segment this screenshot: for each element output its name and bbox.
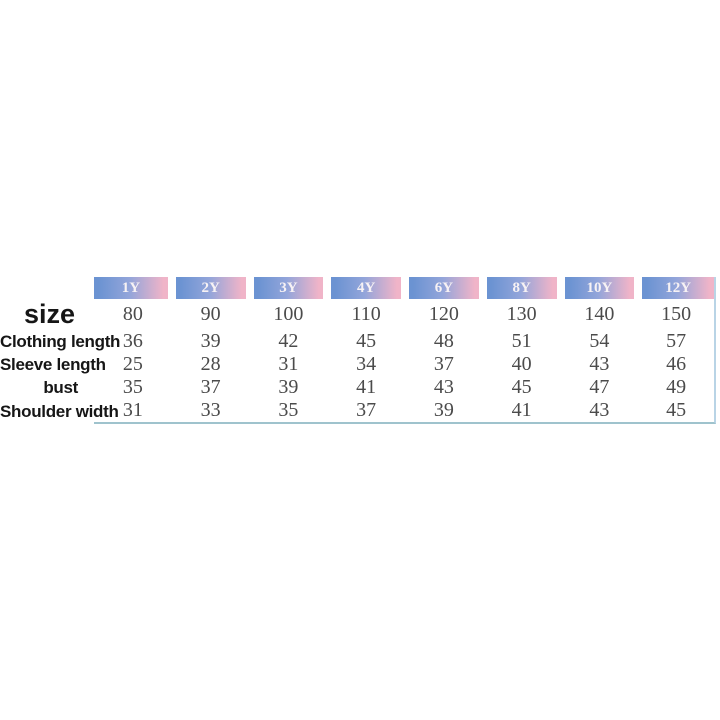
header-cell-1y: 1Y xyxy=(94,277,172,299)
value-cell: 40 xyxy=(511,353,532,375)
value-cell: 25 xyxy=(122,353,143,375)
value-cell: 43 xyxy=(589,353,610,375)
value-cell: 34 xyxy=(356,353,377,375)
value-cell: 57 xyxy=(638,330,716,353)
header-cell-8y: 8Y xyxy=(482,277,561,299)
row-label-shoulder-width: Shoulder width xyxy=(0,401,119,421)
header-cell-2y: 2Y xyxy=(171,277,250,299)
value-cell: 100 xyxy=(273,303,304,325)
value-cell: 31 xyxy=(278,353,299,375)
corner-cell xyxy=(0,277,94,299)
value-cell: 37 xyxy=(433,353,454,375)
table-row-size: size 80 90 100 110 120 130 140 150 xyxy=(0,299,716,330)
value-cell: 39 xyxy=(278,376,299,398)
row-label-size: size xyxy=(23,299,75,329)
value-cell: 120 xyxy=(428,303,459,325)
value-cell: 37 xyxy=(200,376,221,398)
table-row-sleeve-length: Sleeve length 25 28 31 34 37 40 43 46 xyxy=(0,353,716,376)
value-cell: 80 xyxy=(122,303,143,325)
header-cell-3y: 3Y xyxy=(249,277,328,299)
row-label-clothing-length: Clothing length xyxy=(0,331,121,351)
value-cell: 36 xyxy=(122,330,143,352)
value-cell: 140 xyxy=(584,303,615,325)
table-row-clothing-length: Clothing length 36 39 42 45 48 51 54 57 xyxy=(0,330,716,353)
value-cell: 33 xyxy=(171,399,250,424)
value-cell: 41 xyxy=(356,376,377,398)
value-cell: 39 xyxy=(405,399,483,424)
value-cell: 90 xyxy=(200,303,221,325)
value-cell: 37 xyxy=(327,399,405,424)
value-cell: 39 xyxy=(200,330,221,352)
size-chart-table: 1Y 2Y 3Y 4Y 6Y 8Y 10Y 12Y size 80 90 100… xyxy=(0,277,716,424)
table-row-shoulder-width: Shoulder width 31 33 35 37 39 41 43 45 xyxy=(0,399,716,424)
header-cell-12y: 12Y xyxy=(638,277,716,299)
value-cell: 48 xyxy=(433,330,454,352)
value-cell: 45 xyxy=(638,399,716,424)
row-label-bust: bust xyxy=(43,377,78,397)
value-cell: 41 xyxy=(482,399,561,424)
value-cell: 28 xyxy=(200,353,221,375)
value-cell: 43 xyxy=(560,399,639,424)
value-cell: 35 xyxy=(122,376,143,398)
table-row-bust: bust 35 37 39 41 43 45 47 49 xyxy=(0,376,716,399)
value-cell: 31 xyxy=(94,399,172,424)
value-cell: 110 xyxy=(351,303,381,325)
value-cell: 45 xyxy=(511,376,532,398)
value-cell: 51 xyxy=(511,330,532,352)
value-cell: 49 xyxy=(638,376,716,399)
value-cell: 45 xyxy=(356,330,377,352)
value-cell: 43 xyxy=(433,376,454,398)
value-cell: 42 xyxy=(278,330,299,352)
value-cell: 46 xyxy=(638,353,716,376)
value-cell: 150 xyxy=(638,299,716,330)
header-cell-6y: 6Y xyxy=(405,277,483,299)
value-cell: 47 xyxy=(589,376,610,398)
header-cell-10y: 10Y xyxy=(560,277,639,299)
header-cell-4y: 4Y xyxy=(327,277,405,299)
value-cell: 54 xyxy=(589,330,610,352)
value-cell: 130 xyxy=(506,303,537,325)
row-label-sleeve-length: Sleeve length xyxy=(0,354,106,374)
table-header-row: 1Y 2Y 3Y 4Y 6Y 8Y 10Y 12Y xyxy=(0,277,716,299)
value-cell: 35 xyxy=(249,399,328,424)
